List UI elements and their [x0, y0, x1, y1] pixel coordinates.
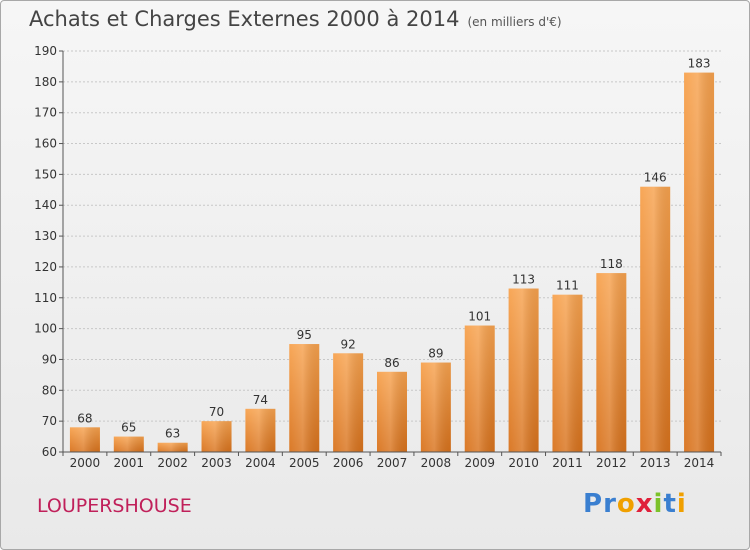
y-tick-label: 60	[42, 445, 57, 459]
bar-shine	[201, 421, 232, 452]
x-tick-label: 2010	[508, 456, 539, 470]
bar-shine	[377, 371, 407, 452]
y-tick-label: 70	[42, 414, 57, 428]
x-tick-label: 2007	[377, 456, 408, 470]
bar-shine	[420, 362, 451, 452]
y-tick-label: 170	[34, 106, 57, 120]
x-tick-label: 2002	[157, 456, 188, 470]
logo-letter: x	[635, 489, 654, 519]
bar-shine	[157, 442, 188, 452]
y-tick-label: 150	[34, 167, 57, 181]
y-tick-label: 120	[34, 260, 57, 274]
x-tick-label: 2011	[552, 456, 583, 470]
bar-value-label: 101	[468, 310, 491, 324]
title-text: Achats et Charges Externes 2000 à 2014	[29, 7, 460, 31]
bar-value-label: 86	[384, 356, 399, 370]
x-tick-label: 2004	[245, 456, 276, 470]
bar-value-label: 111	[556, 279, 579, 293]
bar-value-label: 113	[512, 273, 535, 287]
bar-value-label: 92	[340, 337, 355, 351]
x-tick-label: 2009	[464, 456, 495, 470]
bar-value-label: 74	[253, 393, 268, 407]
proxiti-logo: Proxiti	[583, 489, 687, 519]
axes: 60 70 80 90 100 110 120 130 140 150 160 170 180 190 20…	[34, 44, 722, 470]
y-tick-label: 190	[34, 44, 57, 58]
bar-value-label: 65	[121, 421, 136, 435]
x-tick-label: 2006	[333, 456, 364, 470]
bar-shine	[113, 436, 144, 452]
bar-shine	[464, 325, 495, 452]
y-tick-label: 140	[34, 198, 57, 212]
bar-shine	[684, 72, 715, 452]
logo-letter: i	[676, 489, 687, 519]
bar-value-label: 89	[428, 347, 443, 361]
logo-letter: i	[653, 489, 664, 519]
bar-value-label: 183	[688, 57, 711, 71]
bar-value-label: 63	[165, 427, 180, 441]
y-tick-label: 90	[42, 352, 57, 366]
bar-value-label: 146	[644, 171, 667, 185]
y-tick-label: 130	[34, 229, 57, 243]
y-tick-label: 100	[34, 322, 57, 336]
logo-letter: P	[583, 489, 604, 519]
bar-value-label: 70	[209, 405, 224, 419]
y-tick-label: 80	[42, 383, 57, 397]
chart-title: Achats et Charges Externes 2000 à 2014 (e…	[29, 7, 562, 31]
bar-value-label: 118	[600, 257, 623, 271]
bar-shine	[596, 273, 627, 452]
x-tick-label: 2008	[421, 456, 452, 470]
bar-shine	[508, 288, 539, 452]
y-tick-label: 160	[34, 137, 57, 151]
bar-shine	[640, 186, 671, 452]
bar-value-label: 95	[297, 328, 312, 342]
x-tick-label: 2012	[596, 456, 627, 470]
bar-shine	[552, 294, 583, 452]
bars: 68 65 63 70 74 95 92 86 89 101 113 111 118 146 183	[69, 57, 715, 452]
bar-shine	[289, 344, 320, 452]
x-tick-label: 2005	[289, 456, 320, 470]
bar-shine	[69, 427, 100, 452]
x-tick-label: 2000	[70, 456, 101, 470]
bar-shine	[333, 353, 364, 452]
commune-name: LOUPERSHOUSE	[37, 495, 192, 517]
x-tick-label: 2013	[640, 456, 671, 470]
logo-letter: r	[603, 489, 617, 519]
y-tick-label: 180	[34, 75, 57, 89]
bar-shine	[245, 408, 276, 452]
chart-subtitle: (en milliers d'€)	[467, 15, 562, 29]
bar-value-label: 68	[77, 411, 92, 425]
x-tick-label: 2003	[201, 456, 232, 470]
logo-letter: t	[663, 489, 677, 519]
x-tick-label: 2001	[114, 456, 145, 470]
x-tick-label: 2014	[684, 456, 715, 470]
logo-letter: o	[616, 489, 636, 519]
y-tick-label: 110	[34, 291, 57, 305]
